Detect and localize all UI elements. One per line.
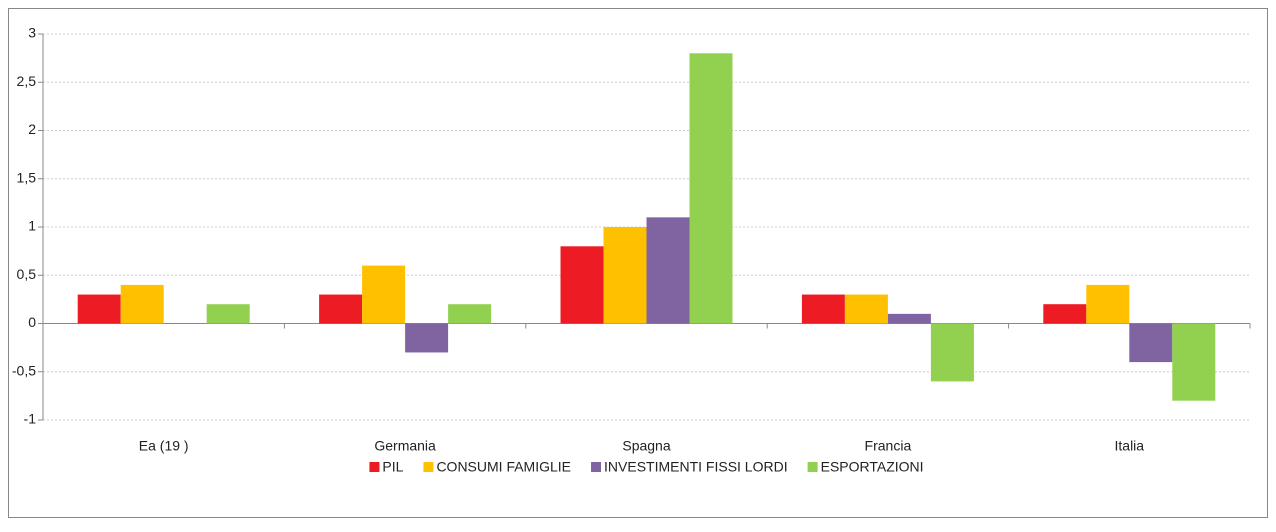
bar [448,304,492,324]
bar [362,265,406,324]
bar [1129,323,1173,363]
legend-swatch [423,462,434,472]
bar [405,323,449,353]
x-tick-label: Francia [865,438,912,454]
y-tick-label: 2,5 [17,73,37,89]
x-tick-label: Ea (19 ) [139,438,189,454]
legend-swatch [591,462,602,472]
legend-label: PIL [382,459,403,475]
y-tick-label: 3 [28,25,36,41]
x-tick-label: Spagna [622,438,670,454]
y-tick-label: 1 [28,218,36,234]
y-tick-label: -1 [24,411,37,427]
bar [77,294,121,324]
legend-label: INVESTIMENTI FISSI LORDI [604,459,788,475]
legend-label: ESPORTAZIONI [821,459,924,475]
bar [1086,284,1130,324]
bar [887,313,931,324]
x-tick-label: Germania [374,438,436,454]
legend-swatch [807,462,818,472]
bar [603,227,647,324]
bar [689,53,733,324]
x-tick-label: Italia [1115,438,1145,454]
legend-label: CONSUMI FAMIGLIE [436,459,571,475]
bar [646,217,690,324]
bar [120,284,164,324]
bar [930,323,974,382]
y-tick-label: 2 [28,121,36,137]
legend-swatch [369,462,380,472]
y-tick-label: -0,5 [12,362,36,378]
bar [801,294,845,324]
y-tick-label: 0,5 [17,266,37,282]
bar [844,294,888,324]
bar [206,304,250,324]
bar [560,246,604,324]
bar [319,294,363,324]
bar [1172,323,1216,401]
y-tick-label: 1,5 [17,169,37,185]
bar [1043,304,1087,324]
y-tick-label: 0 [28,314,36,330]
